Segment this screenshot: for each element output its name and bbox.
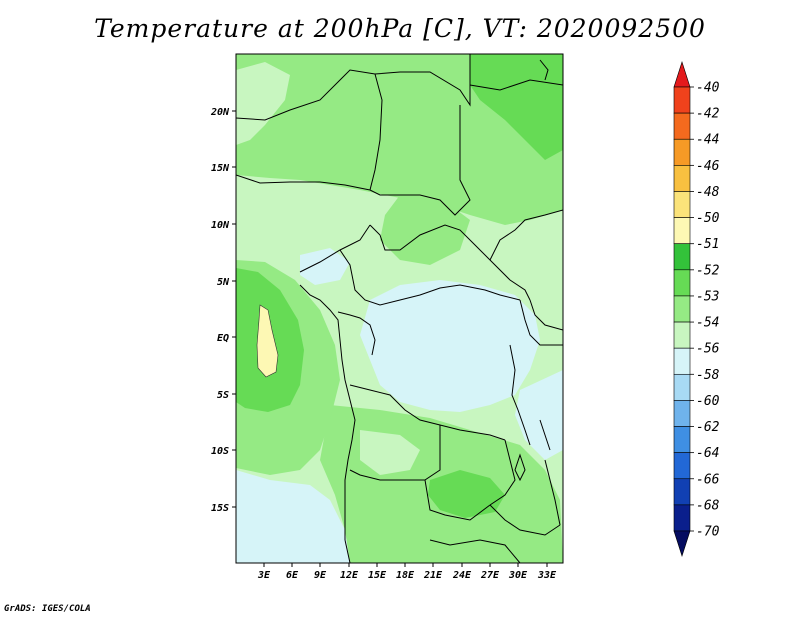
colorbar-swatch <box>673 191 691 218</box>
colorbar-label: -51 <box>696 237 719 252</box>
colorbar-label: -46 <box>696 159 720 174</box>
field-south-light-patch <box>360 430 420 475</box>
colorbar-swatch <box>673 112 691 140</box>
colorbar-label: -68 <box>696 498 720 513</box>
lat-label: 5N <box>217 277 230 288</box>
credit-text: GrADS: IGES/COLA <box>4 604 91 614</box>
colorbar-swatch <box>673 321 691 349</box>
colorbar-swatch <box>673 86 691 114</box>
lon-label: 15E <box>368 570 387 581</box>
colorbar-label: -40 <box>696 81 720 96</box>
longitude-labels: 3E 6E 9E 12E 15E 18E 21E 24E 27E 30E 33E <box>257 570 557 581</box>
colorbar-swatch <box>673 478 691 506</box>
lat-label: 10N <box>211 220 230 231</box>
colorbar-label: -53 <box>696 289 719 304</box>
coastlines <box>299 59 551 540</box>
lat-label: 10S <box>211 446 229 457</box>
field-north-pale-cyan <box>300 248 350 285</box>
colorbar-swatch <box>673 347 691 375</box>
lon-label: 21E <box>423 570 443 581</box>
latitude-labels: 20N 15N 10N 5N EQ 5S 10S 15S <box>210 107 230 514</box>
lat-label: EQ <box>217 333 229 344</box>
field-west-yellow <box>256 304 279 378</box>
colorbar-label: -64 <box>696 446 719 461</box>
colorbar: -40 -42 -44 -46 -48 -50 -51 -52 -53 -54 -56 -58 -60 -… <box>673 61 720 557</box>
colorbar-swatch <box>673 373 691 401</box>
lon-label: 30E <box>508 570 528 581</box>
temperature-field <box>236 54 563 563</box>
colorbar-label: -56 <box>696 342 720 357</box>
lon-label: 12E <box>340 570 359 581</box>
map-title: Temperature at 200hPa [C], VT: 202009250… <box>94 14 706 43</box>
map-frame <box>235 53 564 564</box>
colorbar-swatch <box>673 295 691 323</box>
lat-label: 15S <box>211 503 229 514</box>
axis-ticks <box>232 110 548 567</box>
field-northeast-dark-green <box>470 54 563 160</box>
lat-label: 20N <box>210 107 230 118</box>
colorbar-swatch <box>673 269 691 297</box>
lon-label: 27E <box>480 570 500 581</box>
colorbar-label: -42 <box>696 107 720 122</box>
field-southwest-pale-cyan <box>236 470 350 563</box>
colorbar-label: -66 <box>696 472 720 487</box>
colorbar-label: -52 <box>696 263 720 278</box>
colorbar-swatch <box>673 504 691 532</box>
lon-label: 3E <box>257 570 271 581</box>
colorbar-swatch <box>673 426 691 453</box>
country-borders <box>236 54 563 563</box>
field-south-dark-green <box>428 470 505 518</box>
colorbar-label: -44 <box>696 133 719 148</box>
colorbar-bottom-arrow <box>673 530 691 557</box>
colorbar-swatch <box>673 243 691 271</box>
colorbar-top-arrow <box>673 61 691 88</box>
field-north-light-patch <box>236 62 290 145</box>
lon-label: 33E <box>537 570 557 581</box>
colorbar-swatch <box>673 138 691 166</box>
lon-label: 9E <box>314 570 327 581</box>
lon-label: 18E <box>396 570 415 581</box>
field-central-green-band <box>380 195 470 265</box>
colorbar-swatch <box>673 217 691 245</box>
colorbar-label: -70 <box>696 525 720 540</box>
colorbar-label: -50 <box>696 211 720 226</box>
colorbar-label: -58 <box>696 368 720 383</box>
colorbar-label: -60 <box>696 394 720 409</box>
colorbar-swatch <box>673 165 691 192</box>
lat-label: 15N <box>211 163 230 174</box>
lat-label: 5S <box>217 390 229 401</box>
colorbar-label: -54 <box>696 316 719 331</box>
colorbar-swatch <box>673 400 691 427</box>
field-central-pale-cyan <box>360 280 540 412</box>
lon-label: 6E <box>286 570 299 581</box>
colorbar-swatch <box>673 452 691 480</box>
colorbar-label: -48 <box>696 185 720 200</box>
colorbar-label: -62 <box>696 420 720 435</box>
lon-label: 24E <box>452 570 472 581</box>
